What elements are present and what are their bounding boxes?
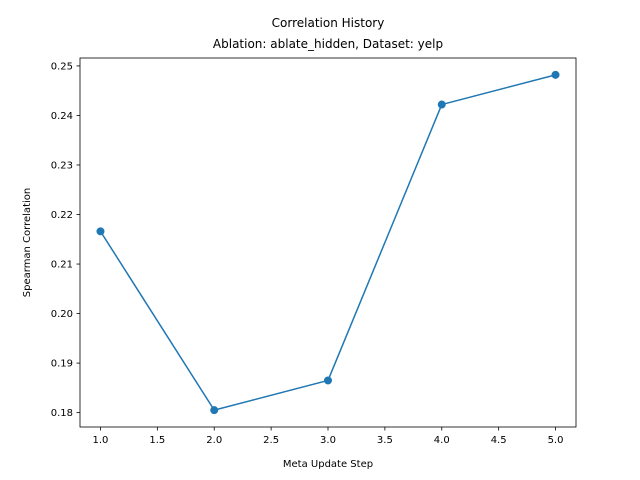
y-tick-label: 0.21 [51, 260, 73, 271]
x-tick-label: 4.5 [491, 435, 507, 446]
y-tick-label: 0.25 [51, 62, 73, 73]
x-axis-label: Meta Update Step [283, 459, 373, 470]
x-tick-label: 1.0 [93, 435, 109, 446]
y-tick-label: 0.18 [51, 408, 73, 419]
x-tick-label: 2.0 [206, 435, 222, 446]
y-tick-label: 0.22 [51, 210, 73, 221]
y-tick-label: 0.24 [51, 111, 73, 122]
y-tick-label: 0.20 [51, 309, 73, 320]
plot-frame [79, 57, 577, 428]
x-tick-label: 3.0 [320, 435, 336, 446]
y-axis-ticks: 0.18 0.19 0.20 0.21 0.22 0.23 0.24 0.25 [51, 62, 80, 419]
chart-title: Correlation History [272, 16, 385, 30]
y-axis-label: Spearman Correlation [22, 188, 33, 297]
x-tick-label: 2.5 [263, 435, 279, 446]
data-point [437, 100, 446, 109]
x-tick-label: 3.5 [377, 435, 393, 446]
data-point [210, 406, 219, 415]
data-point [551, 70, 560, 79]
data-point [96, 227, 105, 236]
y-tick-label: 0.23 [51, 161, 73, 172]
y-tick-label: 0.19 [51, 359, 73, 370]
x-tick-label: 1.5 [149, 435, 165, 446]
series-layer [96, 70, 560, 415]
x-tick-label: 4.0 [434, 435, 450, 446]
x-tick-label: 5.0 [548, 435, 564, 446]
data-point [324, 376, 332, 385]
chart-subtitle: Ablation: ablate_hidden, Dataset: yelp [213, 37, 443, 51]
x-axis-ticks: 1.0 1.5 2.0 2.5 3.0 3.5 4.0 4.5 5.0 [93, 427, 564, 446]
